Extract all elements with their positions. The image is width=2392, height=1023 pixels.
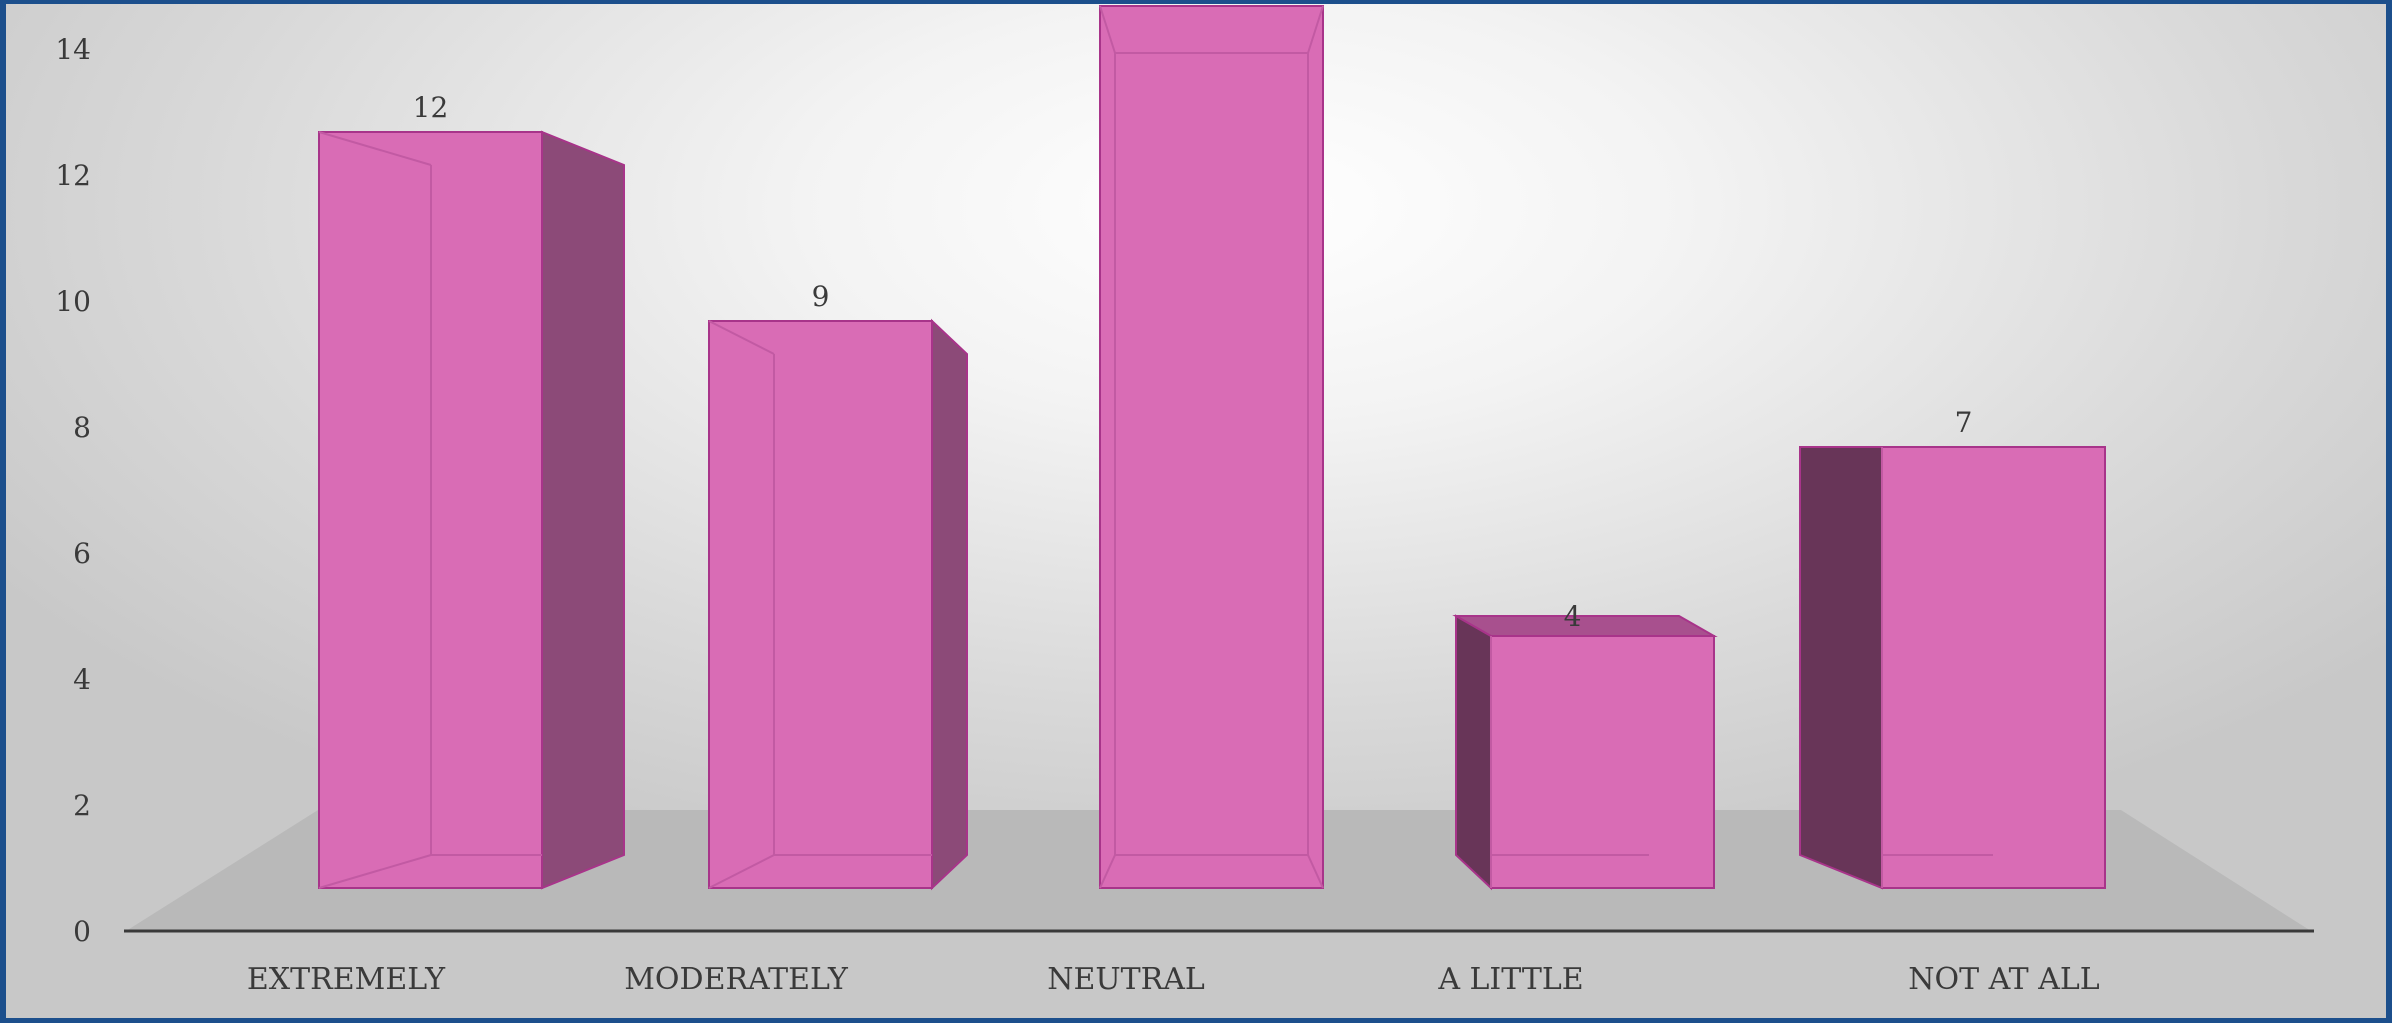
data-label: 7 (1955, 406, 1973, 439)
bar-chart: 0 2 4 6 8 10 12 14 12 9 14 4 7 EXTREMELY MODERATELY N… (55, 5, 2314, 997)
bar-inner-edge (318, 131, 432, 166)
y-tick-label: 0 (73, 915, 91, 948)
bar-inner-edge (318, 854, 432, 889)
bars: 1291447 (318, 5, 2106, 891)
bar (1799, 446, 2106, 890)
y-tick-label: 10 (55, 285, 91, 318)
y-tick-label: 6 (73, 537, 91, 570)
bar (1099, 5, 1324, 889)
bar-inner-edge (1307, 854, 1324, 889)
bar-front-face (1099, 5, 1324, 889)
bar-inner-edge (708, 320, 775, 355)
x-tick-label: NOT AT ALL (1908, 962, 2100, 997)
y-axis-ticks: 0 2 4 6 8 10 12 14 (55, 33, 91, 948)
y-tick-label: 14 (55, 33, 91, 66)
x-axis-labels: EXTREMELY MODERATELY NEUTRAL A LITTLE NOT AT… (247, 962, 2100, 997)
bar-side-face (541, 130, 625, 890)
x-tick-label: MODERATELY (624, 962, 849, 997)
y-tick-label: 8 (73, 411, 91, 444)
bar-side-face (931, 318, 968, 891)
bar-inner-edge (1099, 854, 1116, 889)
y-tick-label: 12 (55, 159, 91, 192)
bar (1452, 614, 1718, 891)
y-tick-label: 4 (73, 663, 91, 696)
bar-inner-edge (708, 854, 775, 889)
bar-front-face (708, 320, 933, 889)
chart-frame: 0 2 4 6 8 10 12 14 12 9 14 4 7 EXTREMELY MODERATELY N… (6, 4, 2386, 1018)
bar-side-face (1799, 446, 1883, 890)
bar-top-face (1452, 615, 1718, 637)
x-tick-label: A LITTLE (1437, 962, 1583, 997)
bar-inner-edge (1099, 5, 1116, 54)
data-label: 12 (413, 91, 449, 124)
data-label: 4 (1564, 600, 1582, 633)
bar (708, 318, 968, 891)
y-tick-label: 2 (73, 789, 91, 822)
bar (318, 130, 625, 890)
bar-front-face (1881, 446, 2106, 889)
bar-inner-edge (1307, 5, 1324, 54)
x-tick-label: NEUTRAL (1047, 962, 1205, 997)
x-tick-label: EXTREMELY (247, 962, 446, 997)
bar-side-face (1455, 614, 1492, 891)
data-label: 9 (812, 280, 830, 313)
bar-front-face (1490, 635, 1715, 889)
